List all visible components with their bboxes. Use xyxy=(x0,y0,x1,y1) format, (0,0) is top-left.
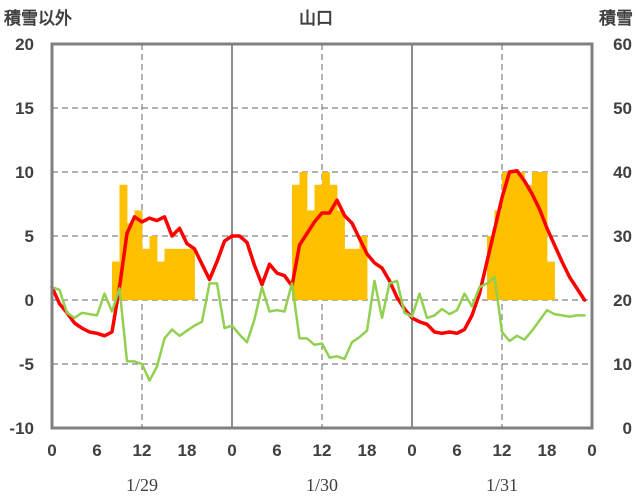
bar xyxy=(164,248,173,300)
x-tick-label: 0 xyxy=(47,441,56,460)
y-left-tick-label: 0 xyxy=(25,291,34,310)
x-tick-label: 6 xyxy=(92,441,101,460)
line-series-1 xyxy=(50,168,587,338)
bar xyxy=(149,236,158,300)
x-tick-label: 18 xyxy=(358,441,377,460)
y-left-axis-title: 積雪以外 xyxy=(4,8,72,29)
bar xyxy=(329,184,338,300)
date-label-1: 1/29 xyxy=(126,475,158,495)
date-label-2: 1/30 xyxy=(306,475,338,495)
bar xyxy=(509,172,518,300)
bar xyxy=(187,248,195,300)
y-right-tick-label: 20 xyxy=(613,291,632,310)
y-right-tick-label: 50 xyxy=(613,99,632,118)
bar xyxy=(179,248,188,300)
bar xyxy=(142,248,150,300)
bar xyxy=(502,172,510,300)
bar xyxy=(337,210,345,300)
x-tick-label: 0 xyxy=(407,441,416,460)
x-tick-label: 12 xyxy=(313,441,332,460)
x-tick-label: 0 xyxy=(587,441,596,460)
y-left-tick-label: -10 xyxy=(9,419,34,438)
x-tick-label: 0 xyxy=(227,441,236,460)
bar xyxy=(322,172,330,300)
bar xyxy=(524,184,533,300)
bar xyxy=(134,210,143,300)
bar xyxy=(494,210,503,300)
y-right-axis-title: 積雪 xyxy=(599,8,633,29)
y-right-tick-label: 0 xyxy=(623,419,632,438)
x-tick-label: 6 xyxy=(272,441,281,460)
y-left-tick-label: 20 xyxy=(15,35,34,54)
bar xyxy=(487,236,495,300)
bar xyxy=(292,184,300,300)
y-left-tick-label: 15 xyxy=(15,99,34,118)
bar xyxy=(352,248,360,300)
bar xyxy=(112,261,120,300)
bar xyxy=(517,172,525,300)
y-right-tick-label: 40 xyxy=(613,163,632,182)
bar xyxy=(539,172,548,300)
bar-series xyxy=(112,172,555,300)
bar xyxy=(119,184,128,300)
line-series-2 xyxy=(50,275,586,382)
y-left-tick-label: 10 xyxy=(15,163,34,182)
bar xyxy=(344,248,353,300)
x-tick-label: 12 xyxy=(133,441,152,460)
plot-frame xyxy=(50,42,594,430)
bar xyxy=(359,236,368,300)
y-right-tick-label: 10 xyxy=(613,355,632,374)
bar xyxy=(157,261,165,300)
bar xyxy=(172,248,180,300)
bar xyxy=(547,261,555,300)
y-left-tick-label: -5 xyxy=(19,355,34,374)
bar xyxy=(127,223,135,300)
bar xyxy=(314,184,323,300)
bar xyxy=(532,172,540,300)
x-tick-label: 18 xyxy=(538,441,557,460)
y-right-tick-label: 60 xyxy=(613,35,632,54)
y-left-tick-label: 5 xyxy=(25,227,34,246)
y-right-tick-label: 30 xyxy=(613,227,632,246)
date-label-3: 1/31 xyxy=(486,475,518,495)
x-tick-label: 12 xyxy=(493,441,512,460)
x-tick-label: 18 xyxy=(178,441,197,460)
bar xyxy=(307,210,315,300)
x-tick-label: 6 xyxy=(452,441,461,460)
chart-title: 山口 xyxy=(299,9,333,29)
